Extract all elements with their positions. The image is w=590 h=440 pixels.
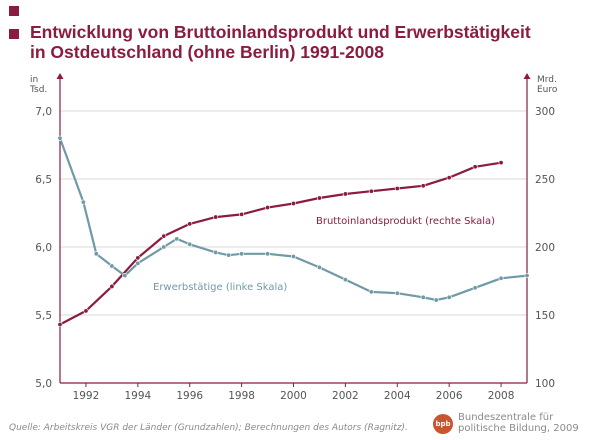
label-erwerbstaetige: Erwerbstätige (linke Skala) bbox=[153, 282, 287, 293]
data-point bbox=[187, 221, 193, 227]
data-point bbox=[80, 199, 86, 205]
data-point bbox=[498, 275, 504, 281]
data-point bbox=[93, 251, 99, 257]
right-tick-label: 100 bbox=[535, 378, 555, 390]
data-point bbox=[161, 233, 167, 239]
series-labels: Bruttoinlandsprodukt (rechte Skala) Erwer… bbox=[153, 216, 495, 293]
left-tick-label: 5,5 bbox=[35, 310, 52, 322]
left-tick-label: 6,0 bbox=[35, 242, 52, 254]
data-point bbox=[265, 205, 271, 211]
data-point bbox=[472, 164, 478, 170]
data-point bbox=[213, 249, 219, 255]
right-axis-unit: Euro bbox=[537, 85, 558, 95]
right-tick-label: 150 bbox=[535, 310, 555, 322]
bpb-logo-text: bpb bbox=[435, 420, 451, 428]
data-point bbox=[239, 211, 245, 217]
data-point bbox=[446, 175, 452, 181]
data-point bbox=[316, 195, 322, 201]
chart-title-line-1: Entwicklung von Bruttoinlandsprodukt und… bbox=[30, 22, 531, 42]
x-tick-label: 1998 bbox=[228, 390, 255, 402]
data-point bbox=[122, 273, 128, 279]
x-tick-label: 2004 bbox=[384, 390, 411, 402]
data-point bbox=[135, 260, 141, 266]
left-axis-unit: in bbox=[30, 75, 38, 85]
right-axis-ticks: 100 150 200 250 300 bbox=[535, 106, 555, 390]
x-tick-label: 1994 bbox=[124, 390, 151, 402]
series-line bbox=[58, 161, 503, 326]
series-bip bbox=[57, 160, 504, 328]
data-point bbox=[290, 254, 296, 260]
data-point bbox=[498, 160, 504, 166]
data-point bbox=[174, 236, 180, 242]
data-point bbox=[57, 135, 63, 141]
data-point bbox=[187, 241, 193, 247]
data-point bbox=[368, 188, 374, 194]
publisher-line-2: politische Bildung, 2009 bbox=[458, 423, 579, 434]
x-tick-label: 1992 bbox=[73, 390, 100, 402]
data-point bbox=[213, 214, 219, 220]
data-point bbox=[109, 263, 115, 269]
title-bullet-icon bbox=[9, 29, 19, 39]
x-tick-label: 2006 bbox=[436, 390, 463, 402]
data-point bbox=[135, 255, 141, 261]
label-bip: Bruttoinlandsprodukt (rechte Skala) bbox=[316, 216, 495, 227]
data-point bbox=[524, 273, 530, 279]
series-erwerbstaetige bbox=[57, 135, 530, 303]
data-point bbox=[433, 297, 439, 303]
x-axis-ticks: 1992 1994 1996 1998 2000 2002 2004 2006 2008 bbox=[73, 383, 515, 402]
left-tick-label: 6,5 bbox=[35, 174, 52, 186]
source-note: Quelle: Arbeitskreis VGR der Länder (Gru… bbox=[9, 423, 408, 433]
data-point bbox=[394, 290, 400, 296]
data-point bbox=[420, 294, 426, 300]
data-point bbox=[316, 264, 322, 270]
left-axis-unit: Tsd. bbox=[29, 85, 47, 95]
data-point bbox=[161, 244, 167, 250]
x-tick-label: 1996 bbox=[176, 390, 203, 402]
grid bbox=[60, 110, 527, 316]
right-tick-label: 200 bbox=[535, 242, 555, 254]
title-bullet-icon bbox=[9, 6, 19, 16]
data-point bbox=[83, 308, 89, 314]
x-tick-label: 2000 bbox=[280, 390, 307, 402]
publisher-line-1: Bundeszentrale für bbox=[458, 412, 554, 423]
right-axis-unit: Mrd. bbox=[537, 75, 557, 85]
chart-title-line-2: in Ostdeutschland (ohne Berlin) 1991-200… bbox=[30, 42, 384, 62]
data-point bbox=[368, 289, 374, 295]
x-tick-label: 2008 bbox=[488, 390, 515, 402]
data-point bbox=[342, 191, 348, 197]
right-tick-label: 250 bbox=[535, 174, 555, 186]
data-point bbox=[57, 322, 63, 328]
left-tick-label: 5,0 bbox=[35, 378, 52, 390]
data-point bbox=[446, 294, 452, 300]
data-point bbox=[342, 277, 348, 283]
data-point bbox=[239, 251, 245, 257]
publisher: Bundeszentrale für politische Bildung, 2… bbox=[458, 412, 579, 434]
right-tick-label: 300 bbox=[535, 106, 555, 118]
data-point bbox=[109, 283, 115, 289]
data-point bbox=[420, 183, 426, 189]
data-point bbox=[265, 251, 271, 257]
left-axis-arrow-icon bbox=[56, 73, 64, 79]
x-tick-label: 2002 bbox=[332, 390, 359, 402]
right-axis-arrow-icon bbox=[523, 73, 531, 79]
data-point bbox=[472, 285, 478, 291]
data-point bbox=[394, 186, 400, 192]
series bbox=[57, 135, 530, 328]
left-axis-ticks: 5,0 5,5 6,0 6,5 7,0 bbox=[35, 106, 52, 390]
left-tick-label: 7,0 bbox=[35, 106, 52, 118]
bpb-logo: bpb bbox=[433, 414, 453, 434]
data-point bbox=[290, 200, 296, 206]
data-point bbox=[226, 252, 232, 258]
